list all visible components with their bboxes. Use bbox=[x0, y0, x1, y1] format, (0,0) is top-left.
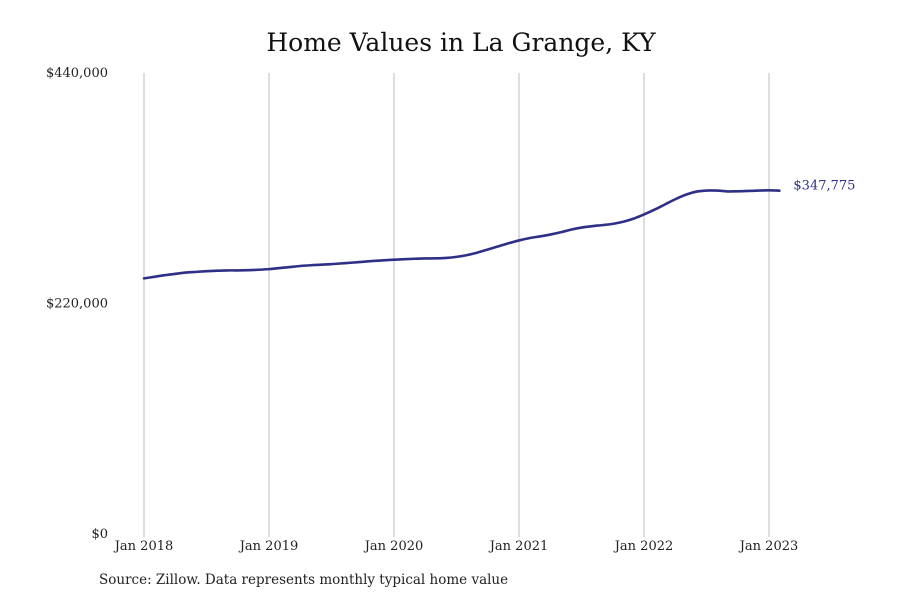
y-axis-ticks: $0 $220,000 $440,000 bbox=[46, 66, 108, 542]
x-axis-ticks: Jan 2018 Jan 2019 Jan 2020 Jan 2021 Jan 2022… bbox=[113, 539, 799, 554]
chart-title: Home Values in La Grange, KY bbox=[266, 28, 656, 57]
x-tick-label: Jan 2020 bbox=[363, 539, 424, 554]
series-group: $347,775 bbox=[142, 179, 855, 280]
x-tick-label: Jan 2023 bbox=[738, 539, 799, 554]
y-tick-label: $0 bbox=[91, 527, 108, 542]
x-tick-label: Jan 2021 bbox=[488, 539, 549, 554]
source-note: Source: Zillow. Data represents monthly … bbox=[99, 572, 509, 588]
x-tick-label: Jan 2019 bbox=[238, 539, 299, 554]
y-tick-label: $220,000 bbox=[46, 297, 108, 312]
x-tick-label: Jan 2022 bbox=[613, 539, 674, 554]
series-end-label: $347,775 bbox=[793, 179, 855, 194]
y-tick-label: $440,000 bbox=[46, 66, 108, 81]
series-line-0 bbox=[142, 189, 781, 280]
gridlines bbox=[143, 73, 770, 537]
x-tick-label: Jan 2018 bbox=[113, 539, 174, 554]
